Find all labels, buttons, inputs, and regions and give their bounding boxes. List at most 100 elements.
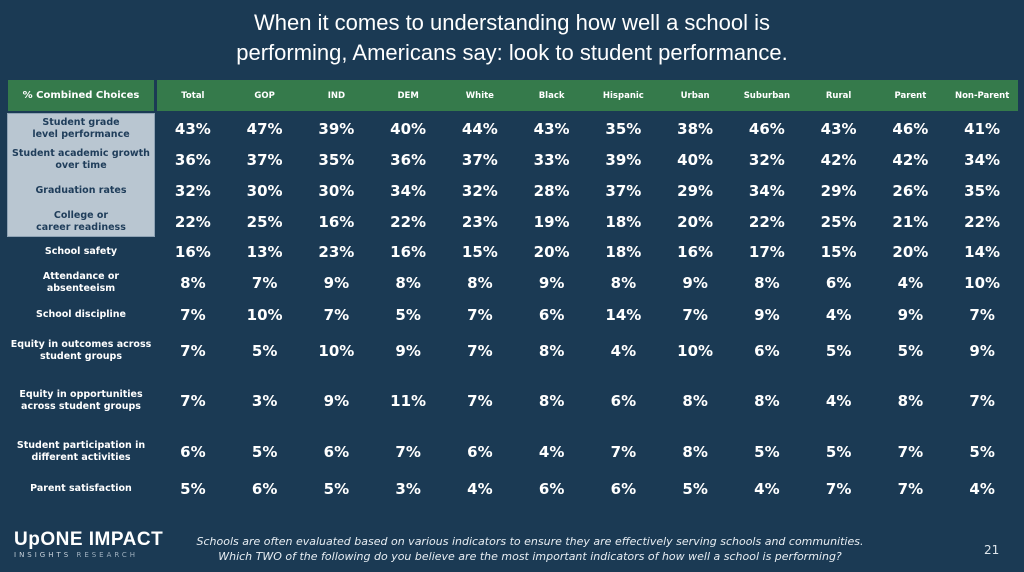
table-cell: 16%	[677, 243, 714, 261]
table-cell: 25%	[820, 212, 857, 231]
table-cell: 43%	[533, 119, 570, 138]
table-cell: 20%	[677, 212, 714, 231]
table-row: Equity in opportunities across student gr…	[0, 372, 1024, 430]
table-cell: 8%	[610, 274, 637, 292]
row-label: Student participation in different activi…	[8, 440, 154, 464]
table-cell: 34%	[748, 181, 785, 200]
table-cell: 4%	[825, 392, 852, 410]
highlight-box	[7, 113, 155, 237]
column-header: Total	[181, 90, 205, 101]
table-cell: 37%	[461, 150, 498, 169]
table-cell: 35%	[605, 119, 642, 138]
table-cell: 21%	[892, 212, 929, 231]
table-cell: 30%	[318, 181, 355, 200]
table-cell: 9%	[969, 342, 995, 360]
table-cell: 4%	[897, 274, 924, 292]
question-text: Schools are often evaluated based on var…	[190, 534, 870, 564]
row-label-line: Student participation in	[16, 440, 146, 451]
row-label: School discipline	[8, 309, 154, 321]
table-cell: 8%	[395, 274, 421, 292]
table-cell: 10%	[677, 342, 714, 360]
row-label: Attendance or absenteeism	[8, 271, 154, 295]
table-cell: 5%	[682, 480, 708, 498]
table-cell: 29%	[677, 181, 714, 200]
table-cell: 7%	[467, 342, 493, 360]
table-cell: 6%	[538, 480, 565, 498]
row-label-line: level performance	[32, 128, 130, 140]
page-number: 21	[984, 543, 1000, 557]
table-cell: 16%	[174, 243, 211, 261]
logo-research: RESEARCH	[76, 551, 139, 559]
table-cell: 15%	[461, 243, 498, 261]
table-cell: 8%	[754, 392, 780, 410]
table-cell: 7%	[467, 305, 493, 324]
table-cell: 5%	[180, 480, 206, 498]
table-cell: 37%	[605, 181, 642, 200]
table-cell: 11%	[390, 392, 427, 410]
table-row: Student grade level performance 43% 47% 39% 4…	[0, 113, 1024, 144]
column-header-row: Total GOP IND DEM White Black Hispanic Urban Sub…	[157, 80, 1018, 111]
table-row: Graduation rates 32% 30% 30% 34% 32% 28% 37% 29%…	[0, 175, 1024, 206]
table-cell: 7%	[180, 392, 206, 410]
row-label-line: different activities	[31, 452, 131, 463]
table-cell: 9%	[323, 392, 350, 410]
table-cell: 4%	[467, 480, 493, 498]
table-cell: 18%	[605, 212, 642, 231]
table-cell: 44%	[461, 119, 498, 138]
table-cell: 9%	[754, 305, 780, 324]
table-cell: 8%	[538, 342, 565, 360]
table-cell: 38%	[677, 119, 714, 138]
table-cell: 40%	[677, 150, 714, 169]
row-label: Equity in opportunities across student gr…	[8, 389, 154, 413]
table-cell: 26%	[892, 181, 929, 200]
table-cell: 7%	[467, 392, 493, 410]
table-cell: 8%	[467, 274, 493, 292]
row-label-line: student groups	[39, 351, 123, 362]
table-cell: 43%	[820, 119, 857, 138]
column-header: Rural	[825, 90, 852, 101]
table-cell: 15%	[820, 243, 857, 261]
table-cell: 6%	[825, 274, 852, 292]
table-cell: 39%	[318, 119, 355, 138]
column-header: Parent	[894, 90, 927, 101]
table-cell: 46%	[748, 119, 785, 138]
table-cell: 32%	[461, 181, 498, 200]
table-cell: 6%	[610, 480, 637, 498]
title-line: performing, Americans say: look to stude…	[236, 40, 788, 65]
table-cell: 34%	[964, 150, 1001, 169]
table-cell: 5%	[897, 342, 924, 360]
column-header: Hispanic	[602, 90, 644, 101]
row-label-line: Graduation rates	[35, 184, 127, 196]
table-cell: 41%	[964, 119, 1001, 138]
table-cell: 6%	[610, 392, 637, 410]
table-cell: 6%	[538, 305, 565, 324]
row-label-line: over time	[55, 159, 107, 171]
table-cell: 32%	[174, 181, 211, 200]
row-label-line: College or	[53, 209, 109, 221]
table-cell: 22%	[964, 212, 1001, 231]
column-header: Urban	[680, 90, 710, 101]
table-cell: 8%	[754, 274, 780, 292]
table-row: Student academic growth over time 36% 37% 35…	[0, 144, 1024, 175]
table-cell: 7%	[395, 443, 421, 461]
row-label: Student academic growth over time	[8, 148, 154, 172]
column-header: White	[465, 90, 494, 101]
table-cell: 7%	[323, 305, 350, 324]
table-cell: 19%	[533, 212, 570, 231]
table-row: College or career readiness 22% 25% 16% 22% 23…	[0, 206, 1024, 237]
table-cell: 43%	[174, 119, 211, 138]
table-cell: 36%	[390, 150, 427, 169]
row-label: Parent satisfaction	[8, 483, 154, 495]
table-row: School discipline 7% 10% 7% 5% 7% 6% 14% 7% 9% 4% 9…	[0, 299, 1024, 330]
table-cell: 7%	[897, 480, 924, 498]
table-cell: 7%	[825, 480, 852, 498]
table-cell: 9%	[682, 274, 708, 292]
table-cell: 4%	[754, 480, 780, 498]
column-header: GOP	[254, 90, 275, 101]
table-cell: 28%	[533, 181, 570, 200]
table-cell: 5%	[395, 305, 421, 324]
table-cell: 4%	[969, 480, 995, 498]
logo-insights: INSIGHTS	[14, 551, 72, 559]
table-cell: 29%	[820, 181, 857, 200]
table-cell: 20%	[892, 243, 929, 261]
